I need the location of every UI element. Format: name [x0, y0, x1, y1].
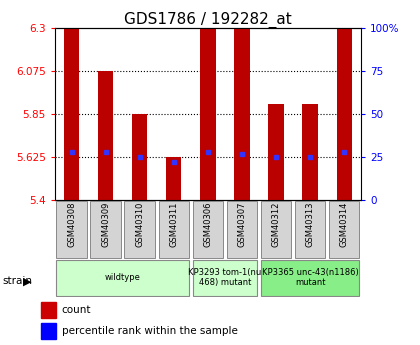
- Bar: [64, 28, 79, 200]
- Text: KP3365 unc-43(n1186)
mutant: KP3365 unc-43(n1186) mutant: [262, 268, 359, 287]
- Text: percentile rank within the sample: percentile rank within the sample: [62, 326, 238, 336]
- Text: GSM40307: GSM40307: [237, 202, 247, 247]
- Text: GSM40313: GSM40313: [306, 202, 315, 247]
- Text: strain: strain: [2, 276, 32, 286]
- FancyBboxPatch shape: [192, 259, 257, 296]
- Bar: [132, 114, 147, 200]
- Bar: [98, 71, 113, 200]
- FancyBboxPatch shape: [56, 201, 87, 258]
- Text: GSM40312: GSM40312: [272, 202, 281, 247]
- Bar: [166, 157, 181, 200]
- FancyBboxPatch shape: [192, 201, 223, 258]
- Bar: [268, 104, 284, 200]
- FancyBboxPatch shape: [295, 201, 326, 258]
- FancyBboxPatch shape: [329, 201, 360, 258]
- FancyBboxPatch shape: [158, 201, 189, 258]
- FancyBboxPatch shape: [124, 201, 155, 258]
- Bar: [336, 28, 352, 200]
- Text: GSM40308: GSM40308: [67, 202, 76, 247]
- Text: GSM40309: GSM40309: [101, 202, 110, 247]
- Bar: [234, 28, 249, 200]
- FancyBboxPatch shape: [261, 201, 291, 258]
- FancyBboxPatch shape: [227, 201, 257, 258]
- FancyBboxPatch shape: [56, 259, 189, 296]
- Bar: [42, 323, 56, 339]
- FancyBboxPatch shape: [90, 201, 121, 258]
- Bar: [200, 28, 215, 200]
- FancyBboxPatch shape: [261, 259, 360, 296]
- Title: GDS1786 / 192282_at: GDS1786 / 192282_at: [124, 11, 292, 28]
- Text: wildtype: wildtype: [105, 273, 141, 282]
- Text: GSM40311: GSM40311: [169, 202, 178, 247]
- Bar: [42, 302, 56, 317]
- Text: ▶: ▶: [23, 276, 32, 286]
- Text: GSM40310: GSM40310: [135, 202, 144, 247]
- Text: GSM40306: GSM40306: [203, 202, 213, 247]
- Text: GSM40314: GSM40314: [340, 202, 349, 247]
- Bar: [302, 104, 318, 200]
- Text: KP3293 tom-1(nu
468) mutant: KP3293 tom-1(nu 468) mutant: [188, 268, 262, 287]
- Text: count: count: [62, 305, 91, 315]
